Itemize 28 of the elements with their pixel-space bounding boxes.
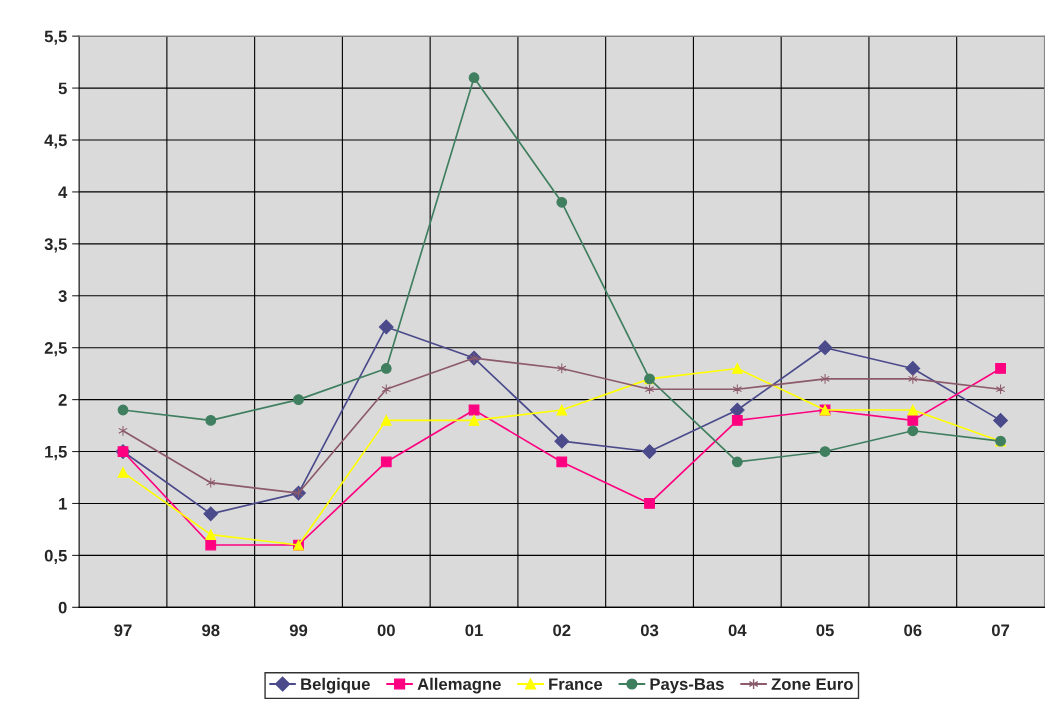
y-tick-label: 2,5	[44, 342, 67, 357]
y-tick-label: 0	[58, 601, 67, 614]
x-tick-label: 05	[816, 624, 834, 637]
y-tick-label: 2	[58, 394, 67, 406]
x-tick-label: 07	[991, 624, 1010, 637]
legend-label: Zone Euro	[771, 678, 853, 691]
x-tick-label: 03	[640, 624, 659, 637]
legend-label: Belgique	[301, 677, 370, 694]
x-tick-label: 00	[377, 624, 395, 637]
x-tick-label: 02	[553, 624, 571, 637]
x-tick-label: 04	[728, 624, 747, 637]
y-tick-label: 4,5	[44, 134, 67, 149]
x-tick-label: 01	[465, 624, 483, 637]
legend-label: Allemagne	[417, 677, 501, 694]
legend-label: France	[549, 678, 603, 691]
y-tick-label: 4	[58, 186, 68, 198]
y-tick-label: 3,5	[44, 238, 67, 253]
y-tick-label: 3	[58, 290, 67, 302]
y-tick-label: 1	[59, 498, 67, 510]
y-tick-label: 5,5	[44, 30, 67, 45]
x-tick-label: 06	[904, 624, 922, 637]
y-tick-label: 1,5	[45, 446, 67, 461]
y-tick-label: 5	[58, 82, 67, 95]
x-tick-label: 97	[114, 624, 132, 637]
x-tick-label: 99	[289, 624, 308, 637]
legend-label: Pays-Bas	[650, 678, 724, 694]
x-tick-label: 98	[202, 624, 220, 637]
y-tick-label: 0,5	[44, 549, 67, 565]
